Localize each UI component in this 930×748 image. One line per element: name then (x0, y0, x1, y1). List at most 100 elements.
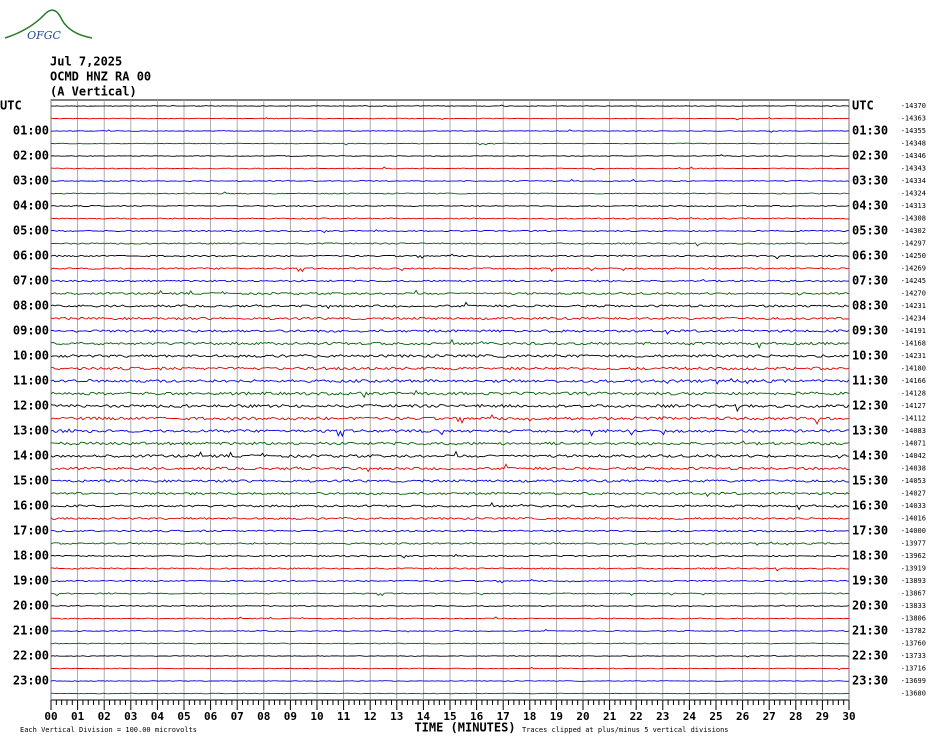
trace (50, 205, 850, 207)
x-tick-label: 09 (284, 710, 297, 723)
row-offset: -14346 (901, 152, 926, 160)
row-time-label: 05:00 (13, 224, 49, 238)
row-offset: -14083 (901, 427, 926, 435)
trace (50, 129, 850, 133)
trace (50, 680, 850, 682)
trace (50, 642, 849, 645)
x-tick-label: 19 (550, 710, 563, 723)
row-offset: -14245 (901, 277, 926, 285)
trace (50, 278, 850, 283)
trace (50, 178, 850, 182)
row-time-label: 12:00 (13, 399, 49, 413)
row-offset: -14334 (901, 177, 926, 185)
x-tick-label: 16 (470, 710, 484, 723)
row-end-label: 09:30 (852, 324, 888, 338)
x-tick-label: 29 (816, 710, 829, 723)
row-end-label: 01:30 (852, 124, 888, 138)
row-time-label: 15:00 (13, 474, 49, 488)
x-tick-label: 24 (683, 710, 697, 723)
x-tick-label: 03 (124, 710, 137, 723)
x-tick-label: 10 (310, 710, 323, 723)
trace (50, 166, 850, 171)
trace (50, 229, 850, 234)
x-tick-label: 07 (231, 710, 244, 723)
row-time-label: 16:00 (13, 499, 49, 513)
trace (51, 529, 850, 533)
row-offset: -13699 (901, 677, 926, 685)
trace (51, 329, 850, 335)
row-time-label: 10:00 (13, 349, 49, 363)
trace (50, 217, 850, 221)
x-tick-label: 18 (523, 710, 536, 723)
trace (50, 553, 850, 559)
row-offset: -14027 (901, 490, 926, 498)
trace (51, 104, 850, 108)
x-tick-label: 17 (497, 710, 510, 723)
trace (50, 517, 850, 520)
x-tick-label: 22 (630, 710, 643, 723)
row-time-label: UTC (0, 99, 22, 113)
row-end-label: 04:30 (852, 199, 888, 213)
row-offset: -13867 (901, 590, 926, 598)
row-end-label: 02:30 (852, 149, 888, 163)
trace (50, 567, 850, 572)
trace (50, 267, 850, 273)
row-end-label: 20:30 (852, 599, 888, 613)
row-end-label: 03:30 (852, 174, 888, 188)
note: Traces clipped at plus/minus 5 vertical … (522, 726, 729, 734)
row-time-label: 19:00 (13, 574, 49, 588)
row-end-label: 22:30 (852, 649, 888, 663)
trace (50, 403, 850, 413)
trace (50, 191, 850, 195)
row-time-label: 08:00 (13, 299, 49, 313)
trace (50, 440, 850, 446)
title-line: OCMD HNZ RA 00 (50, 70, 151, 84)
trace (50, 502, 850, 511)
row-offset: -14016 (901, 515, 926, 523)
row-offset: -14038 (901, 465, 926, 473)
row-offset: -13716 (901, 665, 926, 673)
row-offset: -14363 (901, 115, 926, 123)
trace (50, 491, 850, 498)
x-tick-label: 15 (443, 710, 456, 723)
row-end-label: UTC (852, 99, 874, 113)
row-offset: -14270 (901, 290, 926, 298)
row-time-label: 02:00 (13, 149, 49, 163)
row-offset: -14033 (901, 502, 926, 510)
row-offset: -13680 (901, 690, 926, 698)
logo-text: OFGC (27, 29, 61, 42)
row-offset: -14302 (901, 227, 926, 235)
row-end-label: 15:30 (852, 474, 888, 488)
x-tick-label: 05 (177, 710, 190, 723)
row-offset: -14308 (901, 215, 926, 223)
x-tick-label: 21 (603, 710, 617, 723)
row-time-label: 20:00 (13, 599, 49, 613)
row-time-label: 06:00 (13, 249, 49, 263)
row-offset: -13977 (901, 540, 926, 548)
logo-mark (4, 9, 93, 39)
trace (50, 289, 850, 296)
row-end-label: 08:30 (852, 299, 888, 313)
x-tick-label: 26 (736, 710, 750, 723)
trace (50, 628, 850, 633)
row-time-label: 13:00 (13, 424, 49, 438)
trace (50, 242, 850, 247)
x-axis-label: TIME (MINUTES) (414, 721, 515, 735)
row-offset: -14128 (901, 390, 926, 398)
trace (50, 354, 850, 358)
row-offset: -14042 (901, 452, 926, 460)
x-tick-label: 20 (576, 710, 589, 723)
row-offset: -14231 (901, 352, 926, 360)
trace (50, 154, 849, 157)
row-end-label: 12:30 (852, 399, 888, 413)
row-end-label: 14:30 (852, 449, 888, 463)
row-time-label: 17:00 (13, 524, 49, 538)
row-end-label: 13:30 (852, 424, 888, 438)
row-offset: -13760 (901, 640, 926, 648)
row-offset: -14370 (901, 102, 926, 110)
trace (50, 377, 850, 385)
row-offset: -13806 (901, 615, 926, 623)
row-end-label: 16:30 (852, 499, 888, 513)
x-tick-label: 27 (763, 710, 776, 723)
